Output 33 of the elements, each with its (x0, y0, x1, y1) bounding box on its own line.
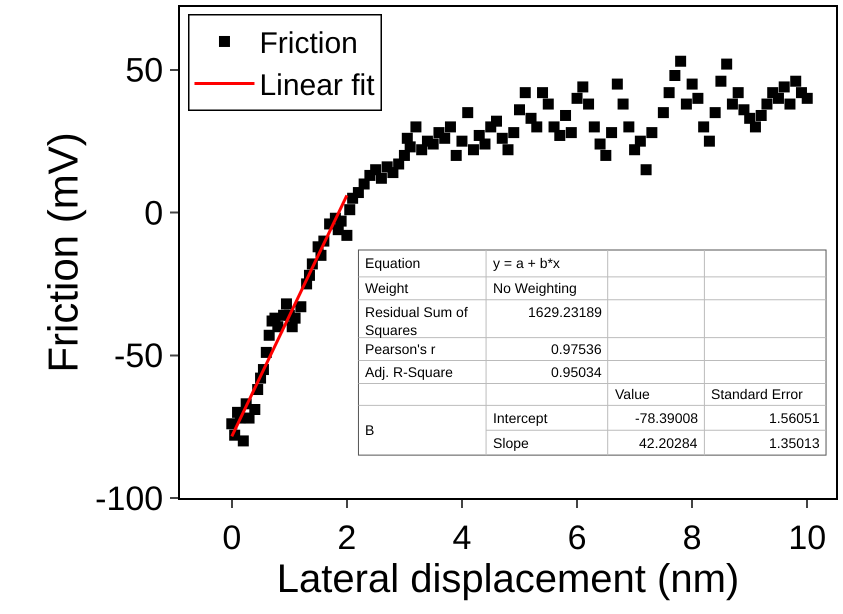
annotation: 0.95034 (551, 364, 602, 380)
y-tick-label: 0 (144, 194, 164, 232)
legend-label: Linear fit (259, 69, 376, 102)
x-axis-title: Lateral displacement (nm) (276, 556, 740, 601)
x-tick-label: 8 (682, 518, 702, 557)
annotation: 1629.23189 (528, 304, 602, 320)
annotation: Equation (365, 255, 420, 271)
annotation: B (365, 422, 374, 438)
annotation: Pearson's r (365, 341, 436, 357)
annotation: Adj. R-Square (365, 364, 454, 380)
x-tick-label: 6 (568, 518, 587, 557)
annotation: 1.35013 (769, 435, 820, 451)
y-tick-label: 50 (125, 52, 164, 90)
annotation: 1.56051 (769, 410, 820, 426)
annotation: Weight (365, 280, 408, 296)
x-tick-label: 2 (337, 518, 356, 557)
annotation: 0.97536 (551, 341, 602, 357)
annotation: Value (615, 386, 650, 402)
annotation: Residual Sum of Squares (365, 304, 468, 338)
y-tick-label: -100 (95, 480, 164, 518)
y-axis-title: Friction (mV) (39, 132, 86, 373)
annotation: Standard Error (711, 386, 804, 402)
x-tick-label: 0 (222, 518, 242, 557)
annotation: 42.20284 (639, 435, 698, 451)
x-tick-label: 10 (788, 518, 826, 557)
annotation: Slope (493, 435, 530, 451)
annotation: -78.39008 (635, 410, 698, 426)
x-tick-label: 4 (452, 518, 472, 557)
annotation: No Weighting (493, 280, 577, 296)
annotation: y = a + b*x (493, 255, 560, 271)
y-tick-label: -50 (114, 337, 164, 376)
annotation: Intercept (493, 410, 548, 426)
legend-label: Friction (259, 27, 358, 60)
